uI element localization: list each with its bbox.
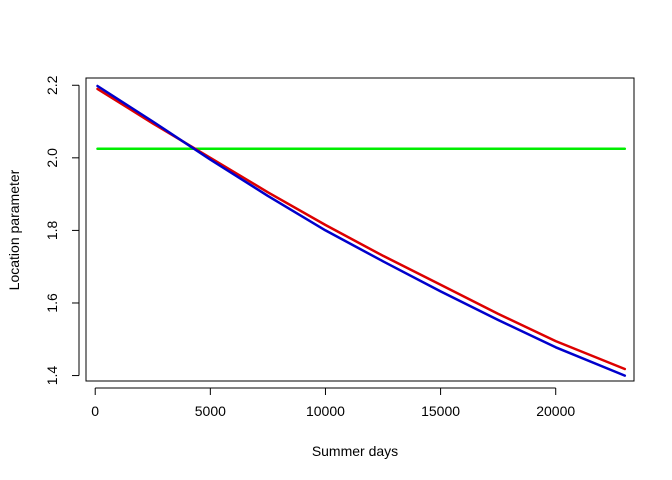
x-tick-label: 10000 [306, 403, 345, 419]
x-tick-label: 15000 [421, 403, 460, 419]
y-tick-label: 2.0 [44, 148, 60, 168]
x-axis-label: Summer days [312, 443, 398, 459]
y-tick-label: 1.8 [44, 220, 60, 240]
series-layer [96, 84, 627, 377]
y-tick-label: 1.4 [44, 366, 60, 386]
x-tick-label: 20000 [536, 403, 575, 419]
y-tick-label: 1.6 [44, 293, 60, 313]
series-line-1 [96, 87, 627, 371]
x-tick-label: 5000 [195, 403, 226, 419]
y-axis: 1.4 1.6 1.8 2.0 2.2 [44, 75, 80, 386]
y-axis-label: Location parameter [6, 169, 22, 290]
x-tick-label: 0 [91, 403, 99, 419]
x-axis: 0 5000 10000 15000 20000 [91, 387, 575, 419]
y-tick-label: 2.2 [44, 75, 60, 95]
series-line-2 [96, 84, 627, 377]
plot-frame [85, 77, 635, 382]
